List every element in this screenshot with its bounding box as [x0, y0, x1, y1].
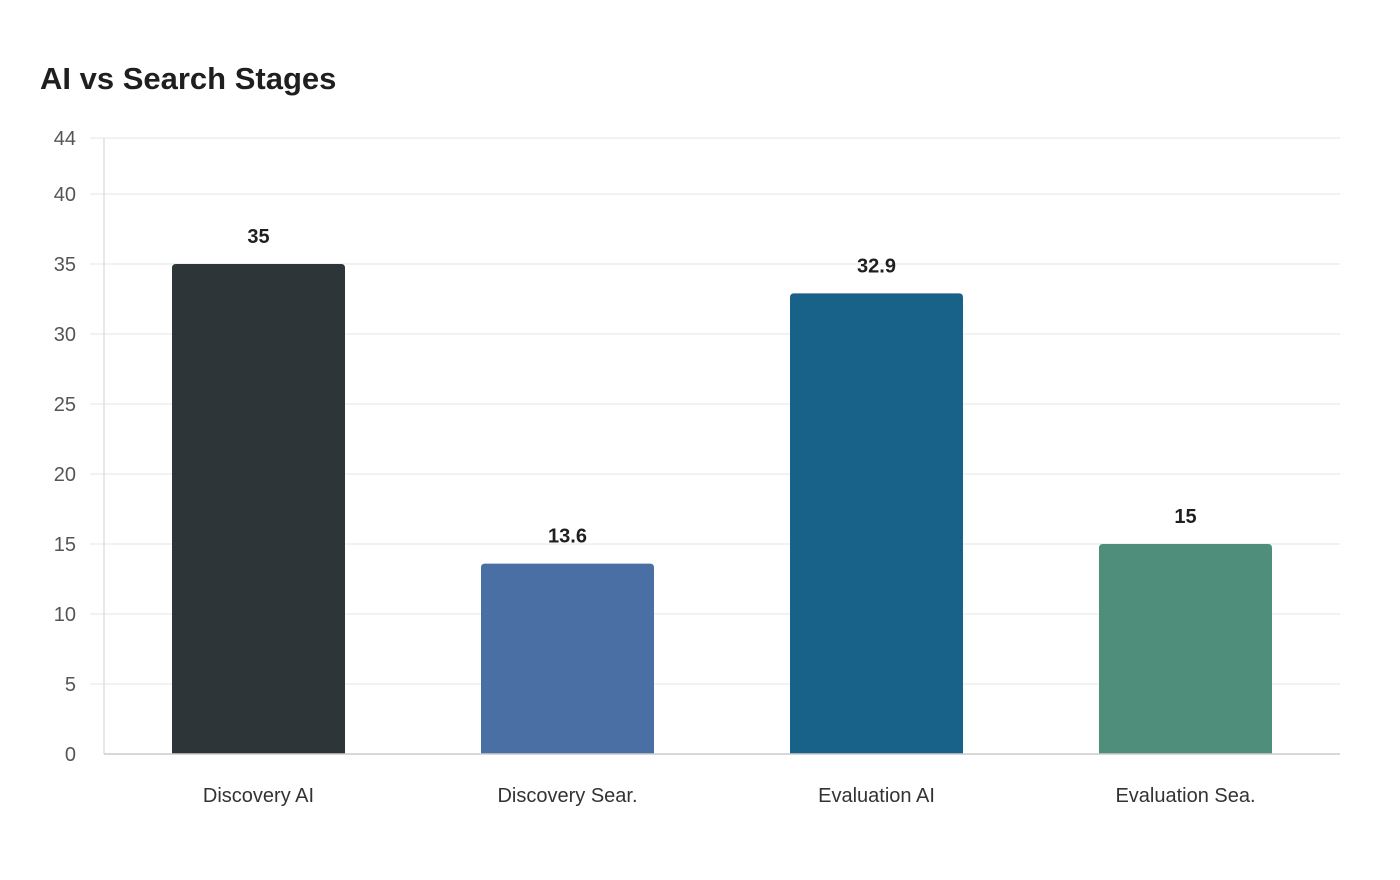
- x-tick-label-4: Evaluation Sea.: [1115, 785, 1255, 807]
- bar-4: [1099, 544, 1272, 754]
- y-tick-label: 15: [54, 534, 76, 556]
- bars: [172, 264, 1272, 754]
- y-tick-label: 10: [54, 604, 76, 626]
- bar-1: [172, 264, 345, 754]
- bar-3: [790, 293, 963, 754]
- bar-2: [481, 563, 654, 754]
- y-tick-label: 20: [54, 464, 76, 486]
- x-tick-label-1: Discovery AI: [203, 785, 314, 807]
- y-tick-label: 40: [54, 184, 76, 206]
- labels: 0 5 10 15 20 25 30 35 40 44 35 Discovery AI 13.6 Disc…: [54, 128, 1256, 807]
- data-label-3: 32.9: [857, 255, 896, 277]
- axes: [103, 138, 1340, 755]
- y-tick-label: 44: [54, 128, 76, 150]
- chart-title: AI vs Search Stages: [40, 61, 337, 96]
- x-tick-label-2: Discovery Sear.: [497, 785, 637, 807]
- data-label-2: 13.6: [548, 526, 587, 548]
- y-tick-label: 5: [65, 674, 76, 696]
- data-label-4: 15: [1174, 506, 1196, 528]
- data-label-1: 35: [247, 226, 269, 248]
- y-tick-label: 30: [54, 324, 76, 346]
- y-tick-label: 0: [65, 744, 76, 766]
- y-tick-label: 35: [54, 254, 76, 276]
- y-tick-label: 25: [54, 394, 76, 416]
- x-tick-label-3: Evaluation AI: [818, 785, 935, 807]
